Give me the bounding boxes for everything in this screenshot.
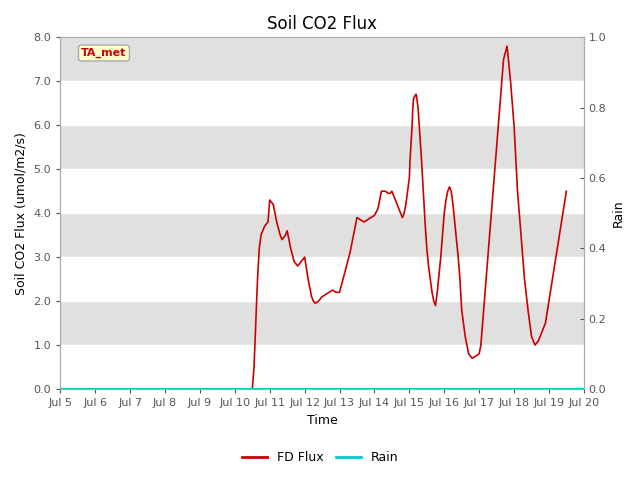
Bar <box>60 81 584 125</box>
Legend: FD Flux, Rain: FD Flux, Rain <box>237 446 403 469</box>
Y-axis label: Rain: Rain <box>612 199 625 227</box>
Bar <box>60 301 584 345</box>
X-axis label: Time: Time <box>307 414 337 427</box>
Bar <box>60 37 584 81</box>
Y-axis label: Soil CO2 Flux (umol/m2/s): Soil CO2 Flux (umol/m2/s) <box>15 132 28 295</box>
Bar <box>60 345 584 389</box>
Bar <box>60 257 584 301</box>
Bar <box>60 213 584 257</box>
Bar <box>60 125 584 169</box>
Text: TA_met: TA_met <box>81 48 127 58</box>
Bar <box>60 169 584 213</box>
Title: Soil CO2 Flux: Soil CO2 Flux <box>267 15 377 33</box>
